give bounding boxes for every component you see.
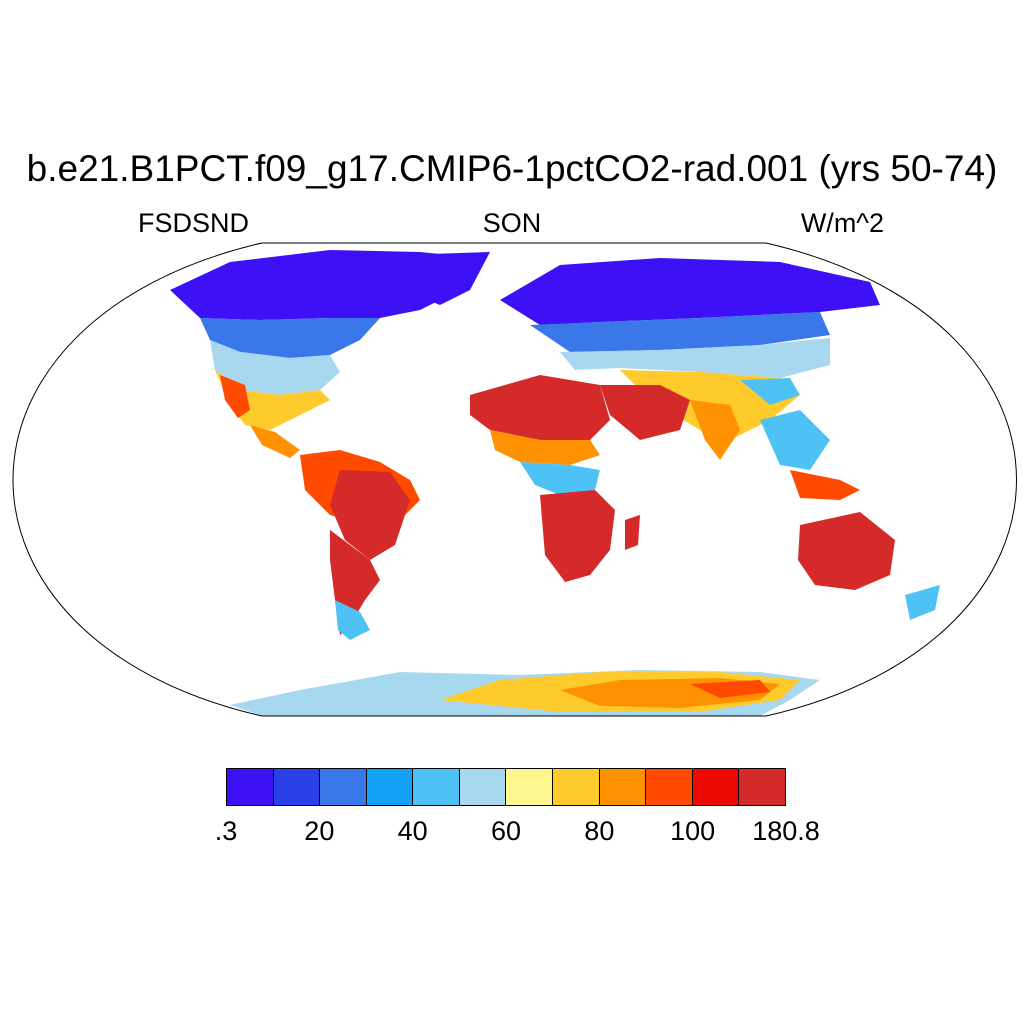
- colorbar-segment: [553, 769, 600, 805]
- colorbar-tick-label: 40: [397, 816, 428, 846]
- colorbar-tick-label: 100: [670, 816, 716, 846]
- south-america-core: [330, 470, 410, 560]
- india: [690, 400, 740, 460]
- colorbar-segment: [320, 769, 367, 805]
- plot-title: b.e21.B1PCT.f09_g17.CMIP6-1pctCO2-rad.00…: [26, 148, 998, 189]
- colorbar-tick-label: 80: [584, 816, 615, 846]
- southeast-asia: [760, 410, 830, 470]
- sahara: [470, 375, 610, 440]
- colorbar-tick-label: 60: [490, 816, 522, 846]
- patagonia: [335, 600, 370, 640]
- central-america: [250, 425, 300, 458]
- north-america-arctic: [170, 250, 480, 320]
- units-label: W/m^2: [800, 208, 884, 238]
- colorbar-tick-label: 180.8: [752, 816, 820, 846]
- eurasia-mid: [560, 338, 830, 378]
- north-america-mid: [210, 340, 340, 395]
- tibet: [740, 378, 800, 405]
- variable-name: FSDSND: [138, 208, 250, 238]
- middle-east-desert: [600, 385, 690, 440]
- colorbar-segment: [459, 769, 507, 805]
- southern-africa: [540, 490, 615, 582]
- colorbar-segment: [227, 769, 274, 805]
- north-america-boreal: [200, 318, 380, 358]
- colorbar-segment: [366, 769, 414, 805]
- colorbar-tick-label: .3: [214, 816, 238, 846]
- indonesia: [790, 470, 860, 500]
- colorbar-segment: [506, 769, 554, 805]
- mexico-desert: [220, 375, 250, 418]
- eurasia-boreal: [530, 312, 830, 352]
- colorbar-segment: [599, 769, 647, 805]
- eurasia-arctic: [500, 258, 880, 325]
- australia: [798, 512, 895, 590]
- sahel: [490, 430, 600, 465]
- colorbar-segment: [273, 769, 321, 805]
- colorbar-tick-label: 20: [304, 816, 335, 846]
- north-america-south: [215, 370, 330, 430]
- colorbar: [226, 768, 786, 806]
- new-zealand: [905, 585, 940, 620]
- colorbar-segment: [692, 769, 740, 805]
- antarctica-peak: [690, 680, 770, 698]
- colorbar-segment: [739, 769, 785, 805]
- greenland: [400, 252, 490, 305]
- central-africa: [520, 462, 600, 495]
- season-label: SON: [482, 208, 542, 238]
- colorbar-segment: [646, 769, 693, 805]
- map-outline: [12, 242, 1017, 717]
- colorbar-segment: [413, 769, 460, 805]
- madagascar: [625, 515, 640, 550]
